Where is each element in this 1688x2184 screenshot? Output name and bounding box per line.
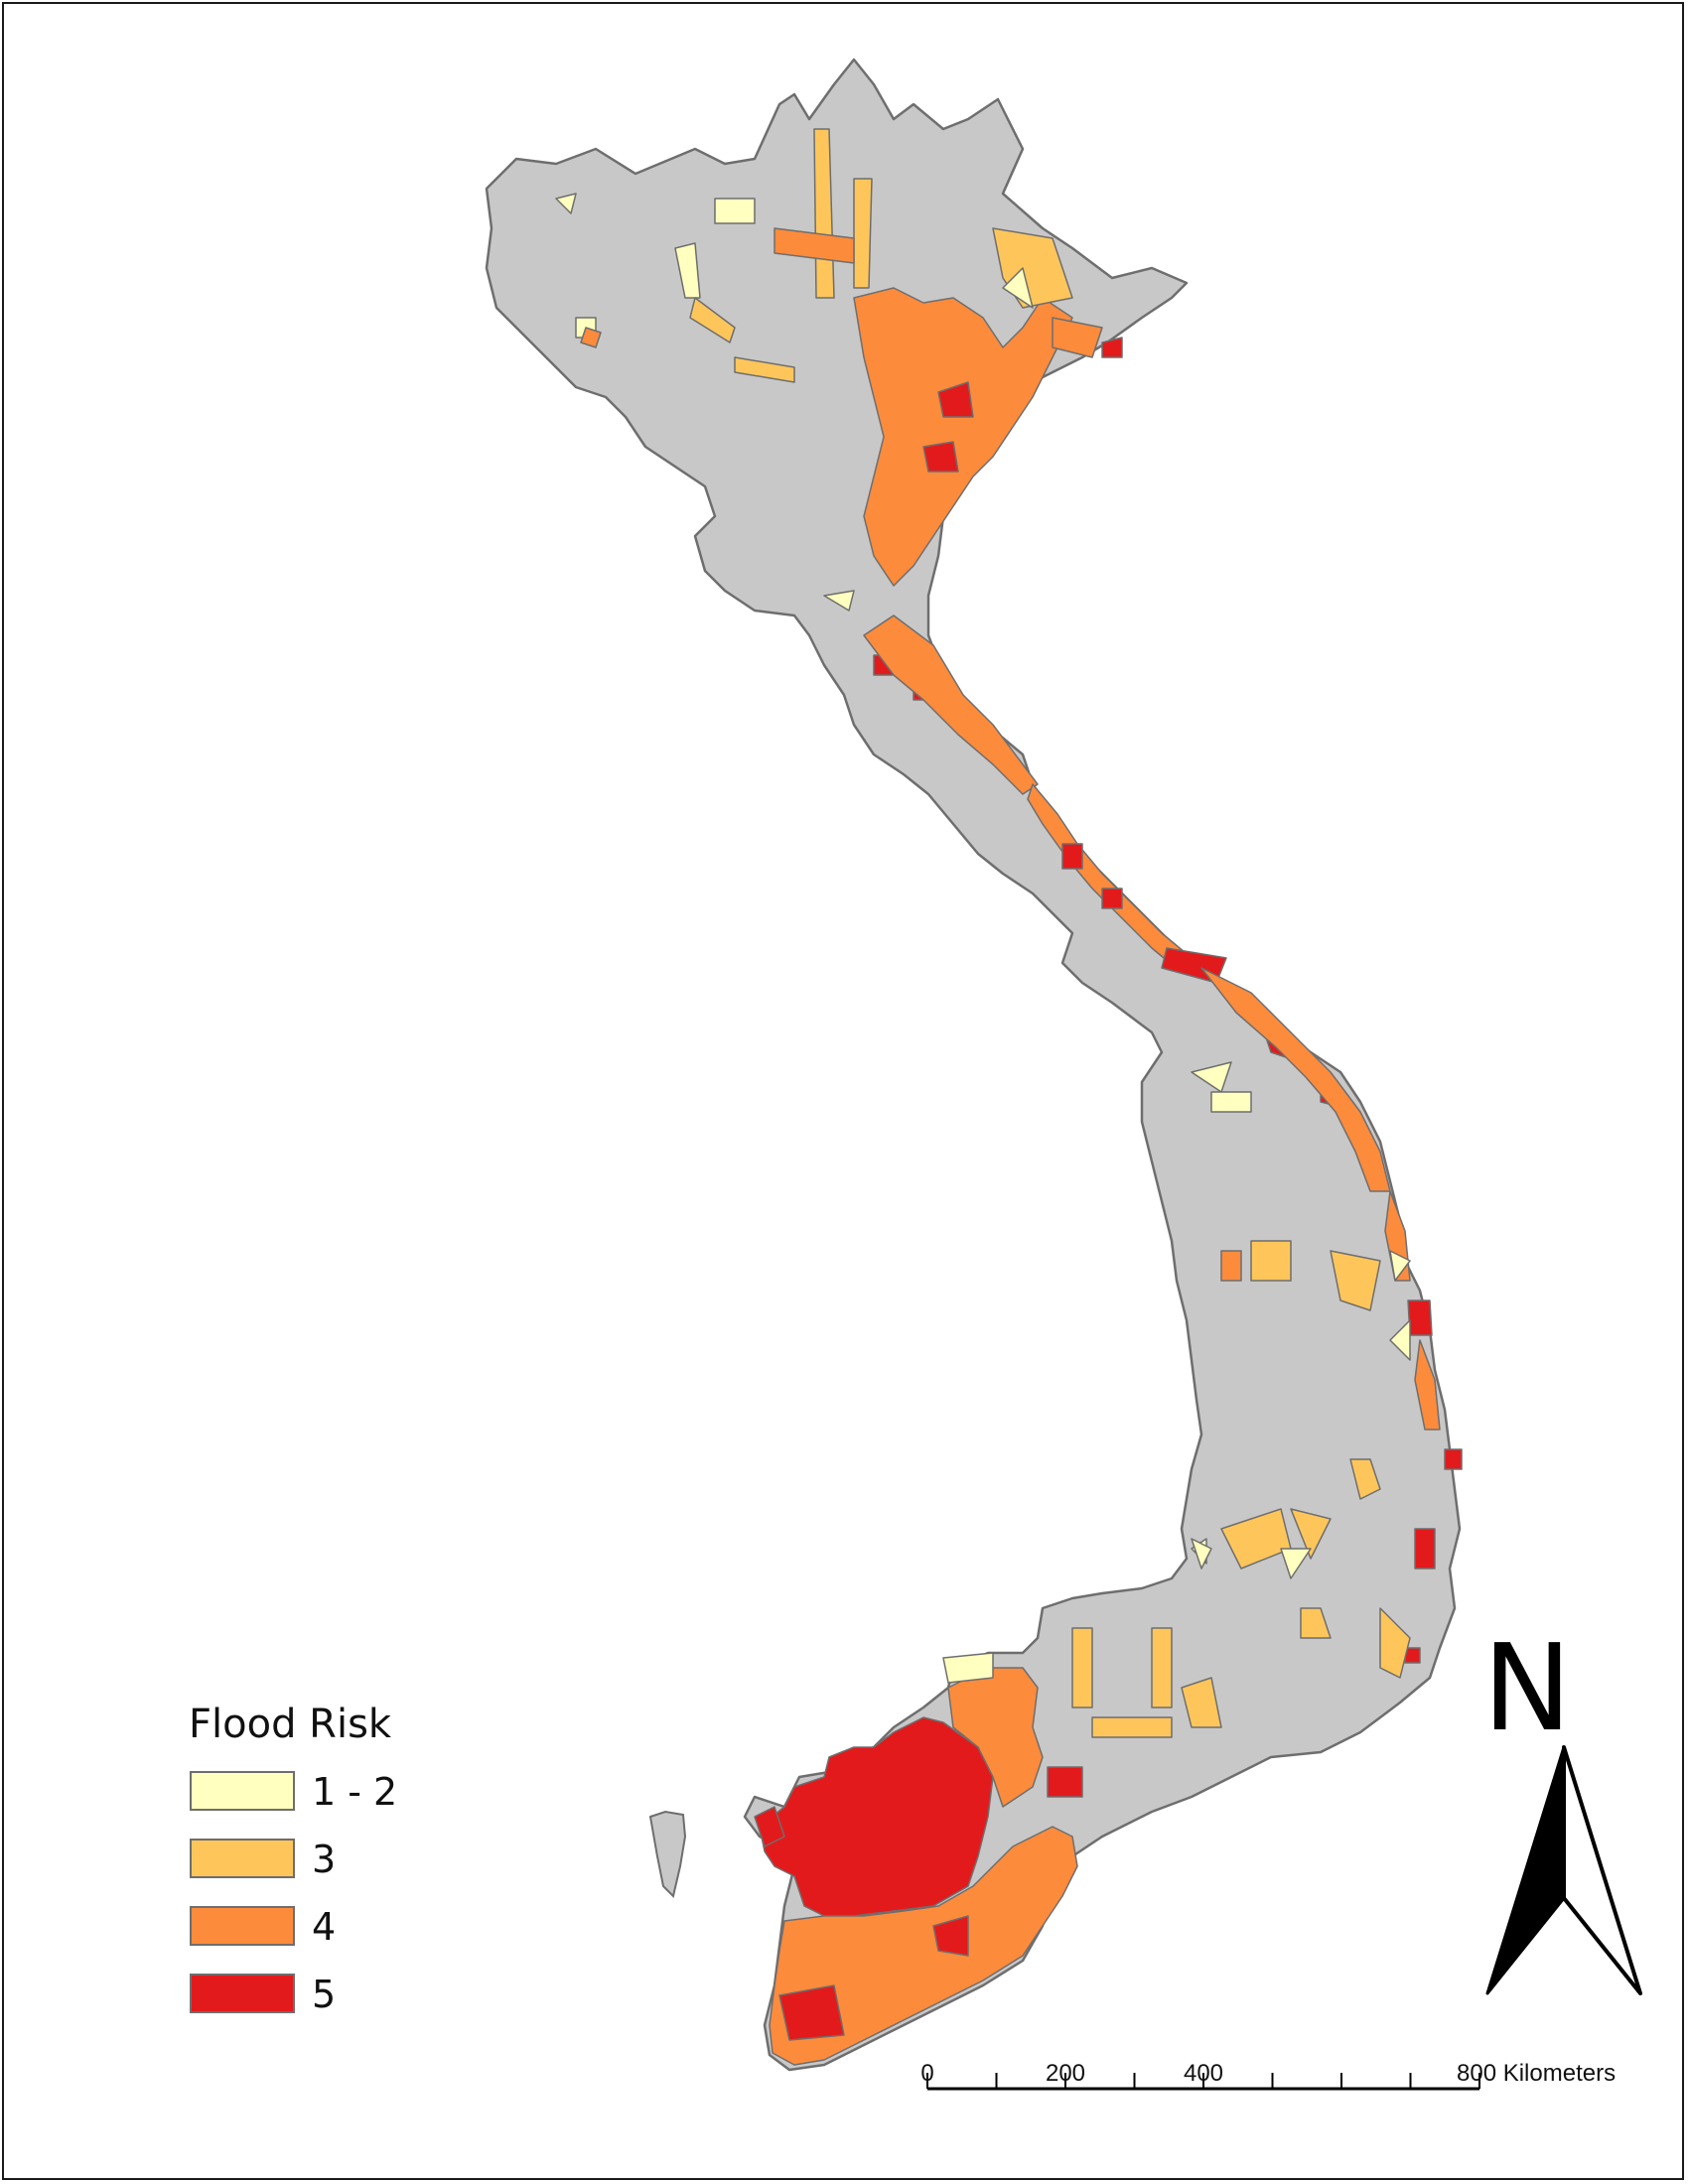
risk-zone-4: [774, 227, 855, 264]
risk-zone-5: [1061, 843, 1083, 870]
risk-zone-3: [1151, 1627, 1173, 1708]
risk-layer: [555, 128, 1463, 2066]
risk-zone-4: [1220, 1250, 1242, 1282]
risk-zone-5: [1444, 1448, 1463, 1470]
risk-zone-3: [734, 356, 795, 383]
risk-zone-1-2: [1191, 1061, 1232, 1093]
scale-label-400: 400: [1184, 2060, 1223, 2087]
legend-swatch: [190, 1839, 295, 1878]
risk-zone-4: [1414, 1339, 1441, 1431]
risk-zone-3: [1091, 1716, 1173, 1738]
risk-zone-5: [922, 441, 959, 473]
north-arrow: N: [1482, 1620, 1642, 1995]
risk-zone-4: [863, 614, 1039, 795]
risk-zone-1-2: [555, 193, 577, 214]
risk-zone-5: [754, 1806, 785, 1847]
legend-swatch: [190, 1974, 295, 2013]
scale-label-800: 800 Kilometers: [1457, 2060, 1616, 2087]
island-phu-quoc: [648, 1810, 687, 1898]
risk-zone-1-2: [714, 198, 756, 224]
risk-zone-5: [778, 1984, 845, 2041]
risk-zone-3: [1330, 1250, 1381, 1311]
legend-title: Flood Risk: [189, 1702, 392, 1747]
risk-zone-1-2: [674, 242, 701, 299]
risk-zone-3: [689, 297, 736, 343]
risk-zone-1-2: [1389, 1319, 1411, 1361]
risk-zone-4: [1200, 967, 1391, 1192]
north-arrow-letter: N: [1482, 1620, 1572, 1758]
legend-label: 4: [312, 1905, 336, 1949]
legend: Flood Risk 1 - 2 3 4 5: [189, 1702, 397, 2016]
risk-zone-5: [759, 1716, 994, 1917]
legend-label: 3: [312, 1838, 336, 1881]
scale-label-0: 0: [920, 2060, 933, 2087]
risk-zone-3: [1300, 1607, 1332, 1639]
risk-zone-1-2: [1002, 267, 1034, 309]
risk-zone-1-2: [1191, 1538, 1212, 1570]
risk-zone-5: [1407, 1299, 1433, 1336]
risk-zone-3: [1349, 1458, 1381, 1500]
risk-zone-1-2: [1389, 1250, 1411, 1282]
risk-zone-5: [1047, 1766, 1083, 1798]
risk-zone-3: [1290, 1508, 1332, 1560]
legend-label: 5: [312, 1973, 336, 2016]
risk-zone-3: [1071, 1627, 1093, 1708]
risk-zone-3: [1181, 1677, 1222, 1728]
risk-zone-5: [932, 1915, 969, 1957]
risk-zone-5: [1414, 1528, 1436, 1570]
risk-zone-1-2: [1210, 1091, 1252, 1113]
risk-zone-3: [1250, 1240, 1292, 1282]
legend-label: 1 - 2: [312, 1770, 397, 1814]
risk-zone-1-2: [942, 1652, 994, 1684]
risk-zone-3: [853, 178, 873, 289]
risk-zone-4: [769, 1826, 1078, 2066]
risk-zone-1-2: [1280, 1548, 1312, 1579]
north-arrow-right-half: [1562, 1745, 1642, 1995]
risk-zone-5: [937, 381, 974, 418]
risk-zone-4: [947, 1667, 1044, 1808]
scale-bar: 0 200 400 800 Kilometers: [920, 2060, 1616, 2091]
risk-zone-4: [853, 287, 1073, 587]
risk-zone-3: [1379, 1607, 1411, 1679]
scale-label-200: 200: [1046, 2060, 1085, 2087]
risk-zone-5: [1101, 337, 1123, 358]
risk-zone-4: [580, 327, 602, 348]
legend-swatch: [190, 1906, 295, 1946]
north-arrow-left-half: [1485, 1745, 1566, 1995]
risk-zone-5: [1101, 887, 1123, 909]
legend-swatch: [190, 1771, 295, 1811]
risk-zone-1-2: [823, 590, 855, 612]
risk-zone-4: [1052, 317, 1103, 358]
